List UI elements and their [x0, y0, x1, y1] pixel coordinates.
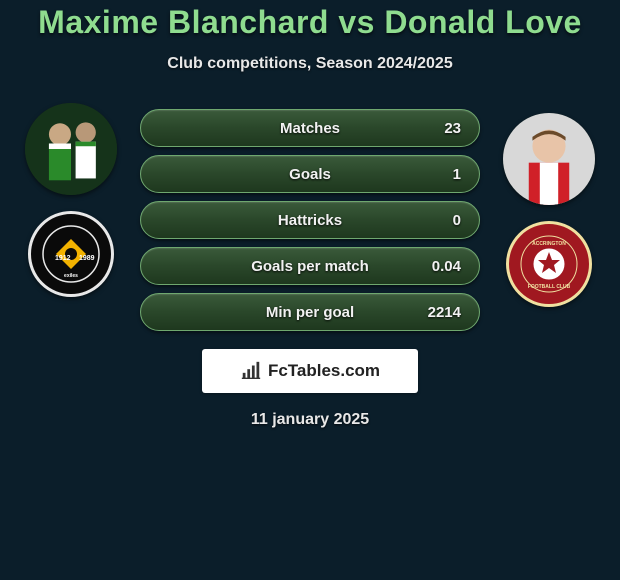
right-club-badge: ACCRINGTON FOOTBALL CLUB: [506, 221, 592, 307]
page-subtitle: Club competitions, Season 2024/2025: [0, 55, 620, 73]
comparison-card: Maxime Blanchard vs Donald Love Club com…: [0, 0, 620, 429]
svg-text:exiles: exiles: [64, 273, 78, 279]
stat-label: Goals per match: [251, 258, 369, 275]
left-player-column: 1912 1989 exiles: [16, 103, 126, 297]
right-player-avatar: [503, 113, 595, 205]
page-title: Maxime Blanchard vs Donald Love: [0, 4, 620, 41]
left-player-avatar: [25, 103, 117, 195]
bar-chart-icon: [240, 360, 262, 382]
stat-value: 0: [453, 212, 461, 229]
stat-value: 2214: [428, 304, 461, 321]
main-row: 1912 1989 exiles Matches 23 Goals 1 Hatt…: [0, 103, 620, 331]
stat-label: Hattricks: [278, 212, 342, 229]
left-club-badge: 1912 1989 exiles: [28, 211, 114, 297]
stat-row: Goals 1: [140, 155, 480, 193]
stat-row: Hattricks 0: [140, 201, 480, 239]
stat-value: 23: [444, 120, 461, 137]
stats-column: Matches 23 Goals 1 Hattricks 0 Goals per…: [140, 109, 480, 331]
badge-year-right: 1989: [79, 255, 95, 262]
right-player-column: ACCRINGTON FOOTBALL CLUB: [494, 103, 604, 307]
player-photo-placeholder-icon: [25, 103, 117, 195]
date-line: 11 january 2025: [0, 411, 620, 429]
stat-value: 0.04: [432, 258, 461, 275]
svg-text:FOOTBALL CLUB: FOOTBALL CLUB: [528, 284, 571, 290]
stat-row: Goals per match 0.04: [140, 247, 480, 285]
brand-text: FcTables.com: [268, 361, 380, 381]
stat-row: Min per goal 2214: [140, 293, 480, 331]
stat-value: 1: [453, 166, 461, 183]
stat-label: Goals: [289, 166, 331, 183]
brand-box[interactable]: FcTables.com: [202, 349, 418, 393]
stat-row: Matches 23: [140, 109, 480, 147]
club-crest-icon: 1912 1989 exiles: [41, 224, 101, 284]
badge-year-left: 1912: [55, 255, 71, 262]
stat-label: Min per goal: [266, 304, 354, 321]
stat-label: Matches: [280, 120, 340, 137]
player-photo-placeholder-icon: [503, 113, 595, 205]
svg-text:ACCRINGTON: ACCRINGTON: [532, 241, 566, 247]
club-crest-icon: ACCRINGTON FOOTBALL CLUB: [519, 234, 579, 294]
